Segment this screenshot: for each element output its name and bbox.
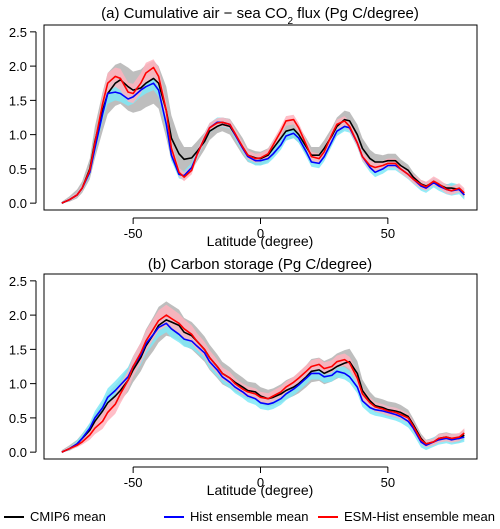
panel-b-plot-box bbox=[43, 273, 478, 460]
legend: CMIP6 mean Hist ensemble mean ESM-Hist e… bbox=[4, 509, 495, 524]
legend-item-cmip6: CMIP6 mean bbox=[4, 509, 106, 524]
panel-a-line-cmip6-mean bbox=[61, 77, 465, 204]
panel-b-y-tick-label: 0.5 bbox=[9, 411, 27, 426]
panel-b-x-tick-label: -50 bbox=[124, 475, 143, 490]
panel-b-axes: 0.0 0.5 1.0 1.5 2.0 2.5 -50 0 50 bbox=[9, 274, 395, 490]
panel-b-x-tick-label: 50 bbox=[381, 475, 395, 490]
legend-label-esm-hist: ESM-Hist ensemble mean bbox=[344, 509, 495, 524]
panel-a-line-esm-hist-ensemble-mean bbox=[61, 66, 465, 204]
panel-b: (b) Carbon storage (Pg C/degree) 0.0 0.5 1… bbox=[9, 256, 478, 498]
panel-a-plot-box bbox=[43, 24, 478, 211]
panel-a-y-tick-label: 1.0 bbox=[9, 128, 27, 143]
panel-a-y-tick-label: 2.5 bbox=[9, 25, 27, 40]
panel-a-y-tick-label: 2.0 bbox=[9, 59, 27, 74]
panel-a-y-tick-label: 0.5 bbox=[9, 162, 27, 177]
panel-b-y-tick-label: 1.0 bbox=[9, 377, 27, 392]
legend-item-hist: Hist ensemble mean bbox=[164, 509, 309, 524]
panel-a-y-tick-label: 0.0 bbox=[9, 196, 27, 211]
panel-b-line-esm-hist-ensemble-mean bbox=[61, 314, 465, 453]
panel-a-title: (a) Cumulative air − sea CO2 flux (Pg C/… bbox=[101, 5, 419, 27]
legend-label-hist: Hist ensemble mean bbox=[190, 509, 309, 524]
panel-a-y-tick-label: 1.5 bbox=[9, 93, 27, 108]
panel-b-band-cmip6-spread bbox=[61, 301, 465, 453]
panel-b-bands bbox=[61, 301, 465, 453]
panel-a-lines bbox=[61, 66, 465, 204]
panel-b-y-tick-label: 2.0 bbox=[9, 308, 27, 323]
panel-b-y-tick-label: 1.5 bbox=[9, 342, 27, 357]
panel-a-x-tick-label: -50 bbox=[124, 226, 143, 241]
panel-a-xlabel: Latitude (degree) bbox=[207, 233, 314, 249]
panel-b-y-tick-label: 2.5 bbox=[9, 274, 27, 289]
panel-b-xlabel: Latitude (degree) bbox=[207, 482, 314, 498]
legend-label-cmip6: CMIP6 mean bbox=[30, 509, 106, 524]
panel-b-x-tick-label: 0 bbox=[257, 475, 264, 490]
panel-a-x-tick-label: 50 bbox=[381, 226, 395, 241]
panel-a: (a) Cumulative air − sea CO2 flux (Pg C/… bbox=[9, 5, 478, 249]
panel-b-y-tick-label: 0.0 bbox=[9, 445, 27, 460]
panel-a-x-tick-label: 0 bbox=[257, 226, 264, 241]
panel-a-axes: 0.0 0.5 1.0 1.5 2.0 2.5 -50 0 50 bbox=[9, 25, 395, 241]
legend-item-esm-hist: ESM-Hist ensemble mean bbox=[318, 509, 495, 524]
panel-a-band-hist-spread bbox=[61, 74, 465, 204]
panel-b-lines bbox=[61, 314, 465, 453]
panel-b-title: (b) Carbon storage (Pg C/degree) bbox=[148, 256, 372, 273]
